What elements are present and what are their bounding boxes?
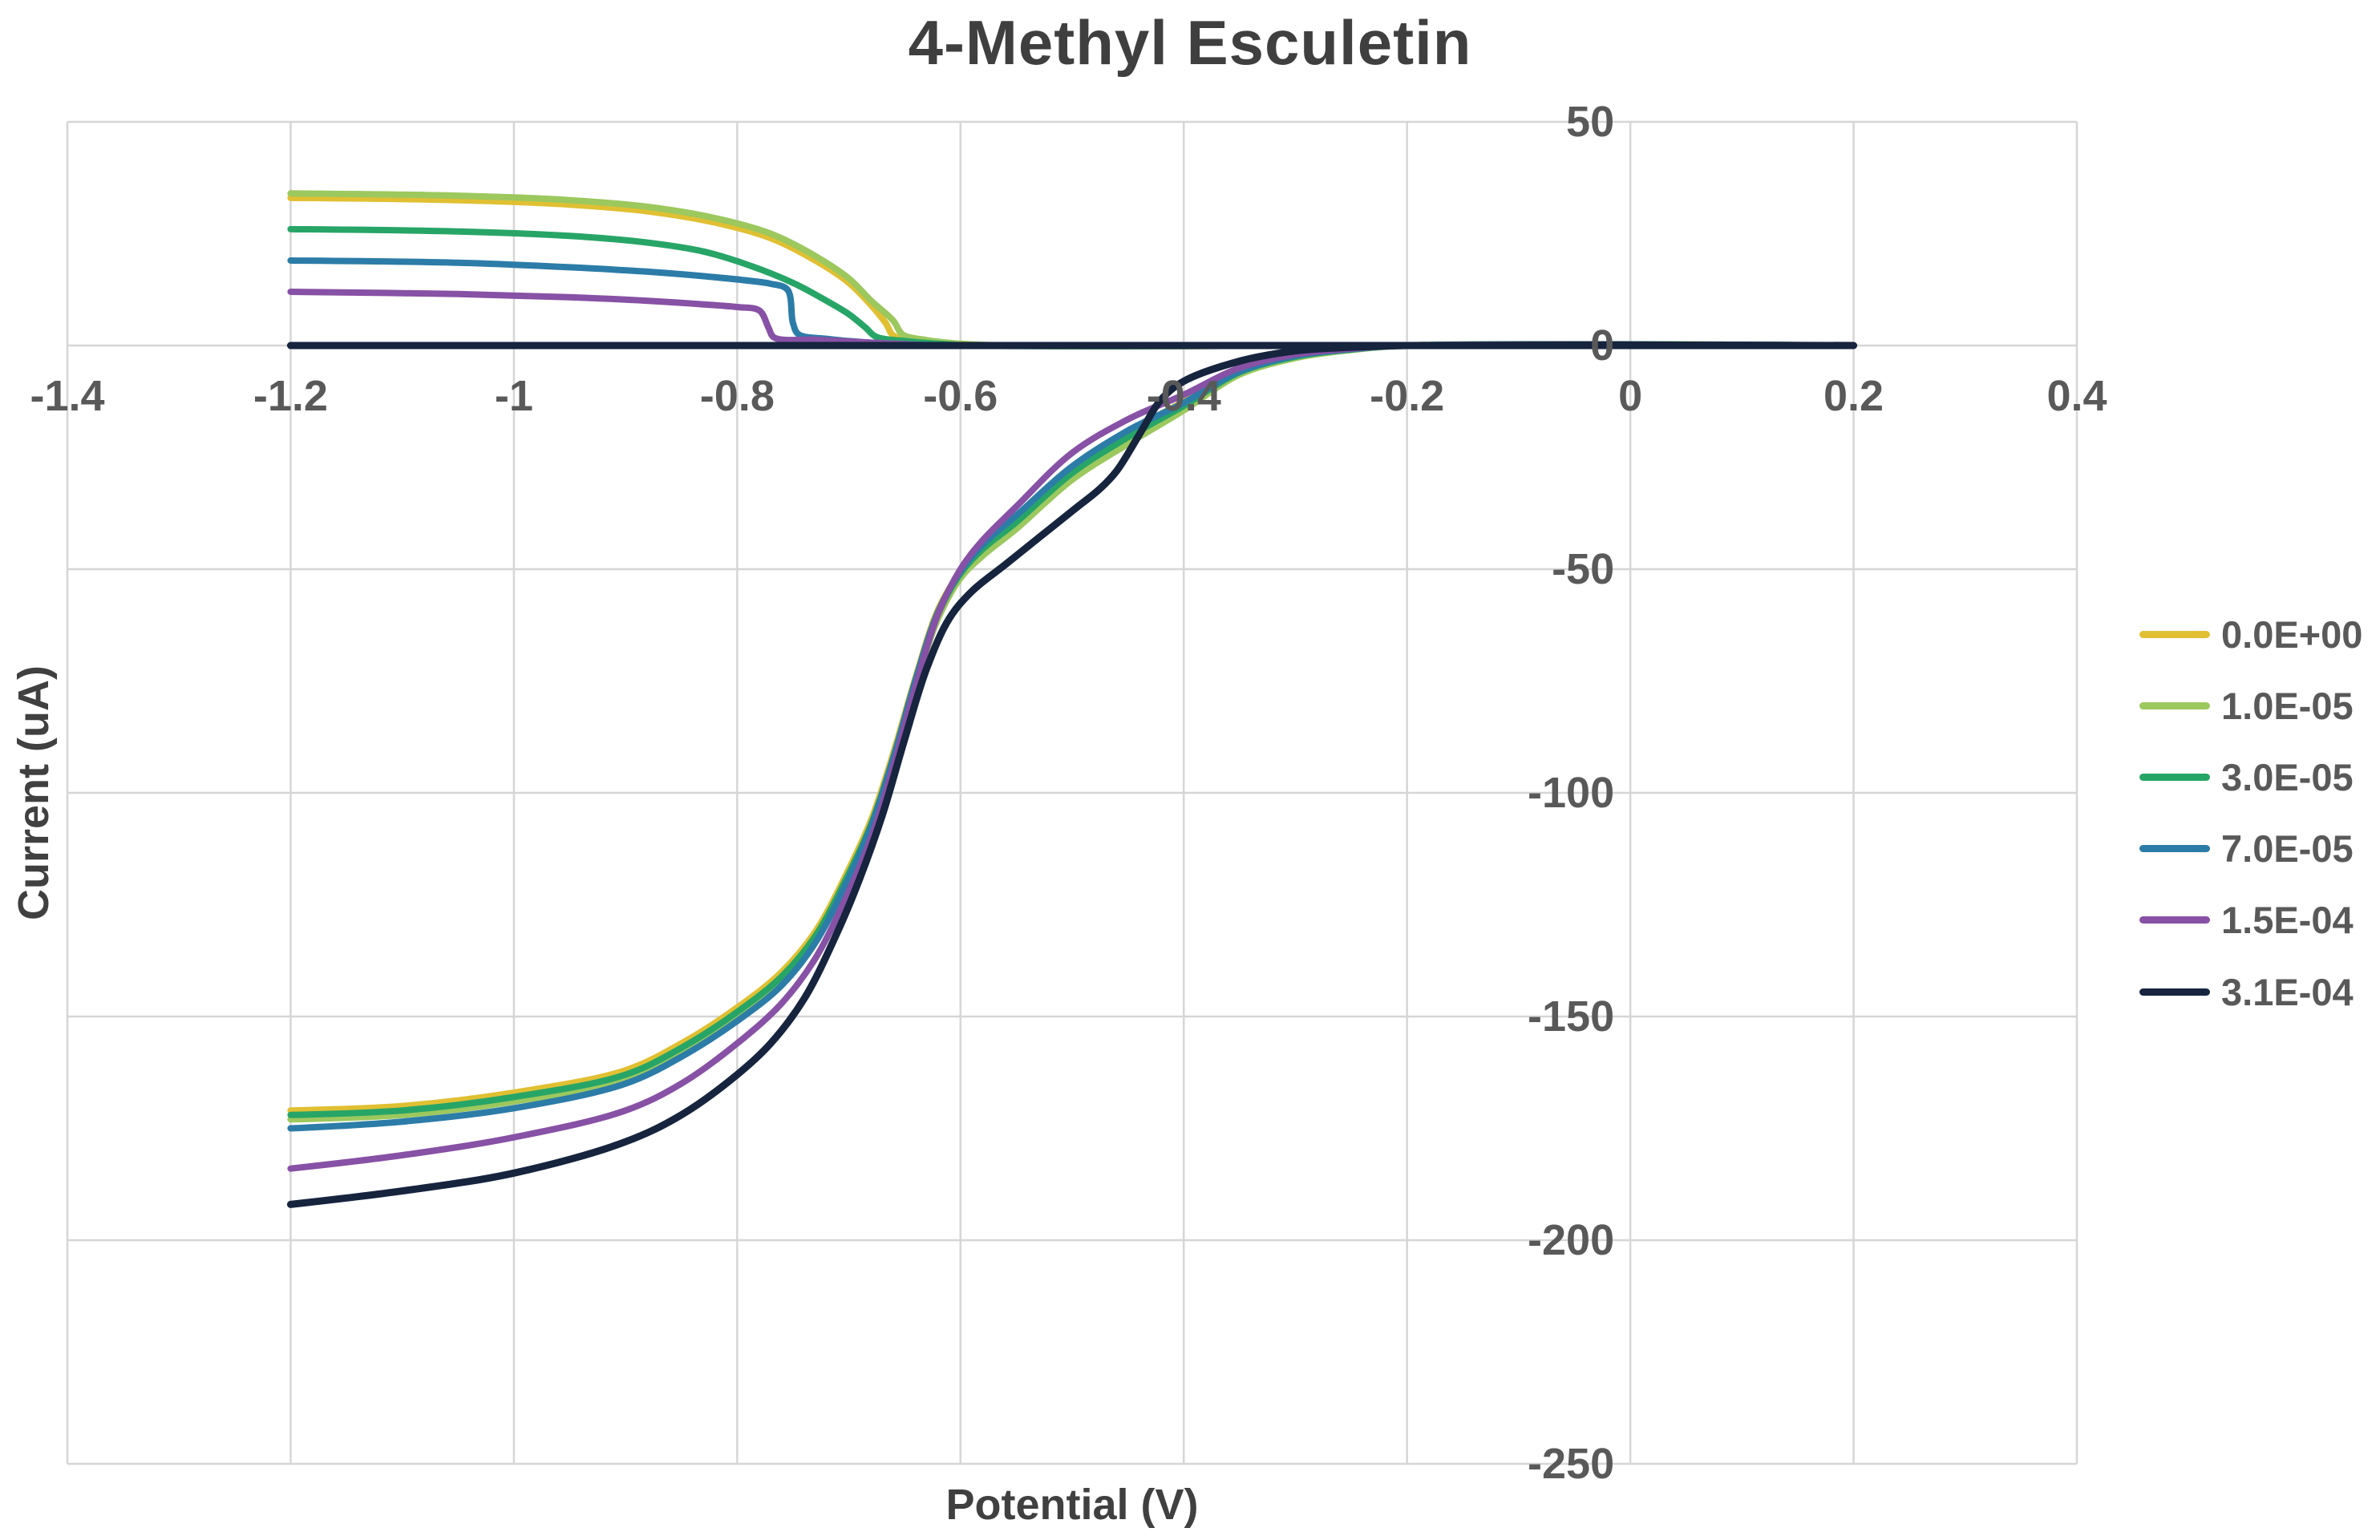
legend-swatch-icon bbox=[2139, 916, 2210, 924]
x-tick-label: -0.6 bbox=[923, 372, 998, 420]
x-tick-label: 0 bbox=[1618, 372, 1643, 420]
x-tick-label: -1.4 bbox=[30, 372, 105, 420]
series-line-1.0E-05 bbox=[287, 190, 1857, 1123]
y-tick-label: 0 bbox=[1590, 321, 1615, 370]
x-tick-label: -0.4 bbox=[1146, 372, 1221, 420]
legend-swatch-icon bbox=[2139, 773, 2210, 781]
y-tick-label: 50 bbox=[1566, 98, 1615, 146]
series-lines bbox=[286, 190, 1858, 1208]
x-tick-label: -0.2 bbox=[1370, 372, 1445, 420]
x-tick-label: -1 bbox=[494, 372, 533, 420]
series-line-3.0E-05 bbox=[287, 225, 1857, 1118]
legend-item-0.0E+00: 0.0E+00 bbox=[2139, 612, 2362, 657]
legend-swatch-icon bbox=[2139, 630, 2210, 638]
legend-label: 0.0E+00 bbox=[2221, 612, 2363, 656]
chart-title: 4-Methyl Esculetin bbox=[908, 7, 1472, 78]
y-axis-title: Current (uA) bbox=[10, 665, 58, 920]
series-line-1.5E-04 bbox=[287, 289, 1857, 1172]
series-line-0.0E+00 bbox=[287, 194, 1857, 1114]
legend-label: 1.5E-04 bbox=[2221, 899, 2354, 942]
series-line-3.1E-04 bbox=[286, 341, 1858, 1208]
legend-swatch-icon bbox=[2139, 845, 2210, 853]
legend-swatch-icon bbox=[2139, 701, 2210, 709]
legend-label: 7.0E-05 bbox=[2221, 827, 2354, 871]
legend-item-1.5E-04: 1.5E-04 bbox=[2139, 898, 2354, 943]
y-tick-label: -250 bbox=[1528, 1440, 1615, 1488]
x-tick-label: 0.2 bbox=[1823, 372, 1884, 420]
x-tick-label: -1.2 bbox=[253, 372, 328, 420]
y-tick-label: -150 bbox=[1528, 992, 1615, 1041]
legend-item-3.1E-04: 3.1E-04 bbox=[2139, 969, 2354, 1014]
legend-label: 3.1E-04 bbox=[2221, 970, 2354, 1013]
legend-item-1.0E-05: 1.0E-05 bbox=[2139, 683, 2354, 728]
legend-label: 3.0E-05 bbox=[2221, 755, 2354, 798]
legend-swatch-icon bbox=[2139, 988, 2210, 996]
legend-label: 1.0E-05 bbox=[2221, 684, 2354, 727]
y-tick-label: -100 bbox=[1528, 769, 1615, 817]
y-tick-label: -50 bbox=[1552, 545, 1615, 593]
legend-item-7.0E-05: 7.0E-05 bbox=[2139, 827, 2354, 871]
legend-item-3.0E-05: 3.0E-05 bbox=[2139, 754, 2354, 799]
x-tick-label: -0.8 bbox=[699, 372, 775, 420]
x-axis-title: Potential (V) bbox=[945, 1481, 1199, 1529]
x-tick-label: 0.4 bbox=[2046, 372, 2107, 420]
gridlines bbox=[66, 120, 2078, 1465]
y-tick-label: -200 bbox=[1528, 1216, 1615, 1264]
